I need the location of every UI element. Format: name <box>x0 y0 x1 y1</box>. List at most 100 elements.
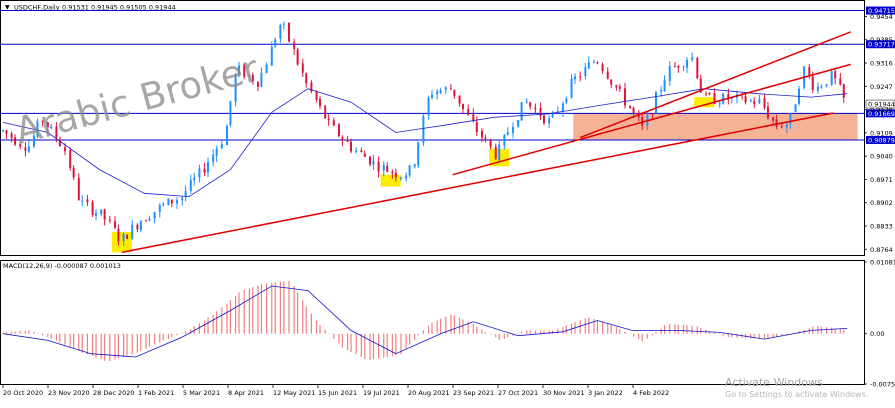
candle-body <box>95 213 98 216</box>
candle-body <box>548 118 551 124</box>
candle-body <box>225 125 228 146</box>
macd-histogram-bar <box>619 329 621 334</box>
macd-histogram-bar <box>484 331 487 334</box>
macd-histogram-bar <box>674 324 676 334</box>
candle-body <box>372 160 375 165</box>
macd-histogram-bar <box>615 326 617 334</box>
macd-histogram-bar <box>42 333 44 336</box>
candle-body <box>794 104 797 112</box>
candle-body <box>789 113 792 124</box>
macd-histogram-bar <box>529 330 531 334</box>
candle-body <box>651 113 654 115</box>
macd-histogram-bar <box>50 333 52 339</box>
candle-body <box>386 166 389 172</box>
macd-histogram-bar <box>193 326 195 334</box>
macd-histogram-bar <box>288 280 290 334</box>
candle-body <box>170 199 173 204</box>
macd-histogram-bar <box>86 333 89 355</box>
macd-histogram-bar <box>543 330 545 334</box>
candle-body <box>699 78 702 93</box>
candle-body <box>422 116 425 143</box>
macd-histogram-bar <box>708 331 710 334</box>
macd-histogram-bar <box>117 333 120 359</box>
macd-pane <box>0 260 865 385</box>
candle-body <box>506 132 509 135</box>
price-tick-label: 0.8902 <box>870 199 893 207</box>
activate-windows-title: Activate Windows <box>725 376 823 389</box>
macd-histogram-bar <box>503 333 505 339</box>
macd-histogram-bar <box>534 330 536 334</box>
candle-body <box>592 62 595 64</box>
candle-body <box>100 209 103 214</box>
candle-body <box>758 99 761 104</box>
candle-body <box>458 95 461 104</box>
macd-histogram-bar <box>36 333 39 335</box>
macd-histogram-bar <box>498 333 500 340</box>
macd-histogram-bar <box>346 333 349 350</box>
candle-body <box>453 89 456 97</box>
candle-body <box>193 177 196 180</box>
candle-body <box>629 105 632 109</box>
date-tick-label: 15 Jun 2021 <box>318 389 357 397</box>
macd-histogram-bar <box>297 292 299 334</box>
date-tick-label: 12 May 2021 <box>273 389 315 397</box>
macd-histogram-bar <box>14 331 16 334</box>
candle-body <box>542 115 545 124</box>
candle-body <box>399 177 402 179</box>
macd-histogram-bar <box>5 332 8 334</box>
candle-body <box>431 94 433 98</box>
macd-histogram-bar <box>436 320 438 334</box>
macd-histogram-bar <box>216 311 218 334</box>
level-price-label: 0.94715 <box>868 7 895 15</box>
date-tick-label: 20 Oct 2020 <box>3 389 43 397</box>
macd-histogram-bar <box>310 313 312 334</box>
candle-body <box>260 72 263 87</box>
candle-body <box>673 66 676 68</box>
macd-histogram-bar <box>260 284 263 334</box>
candle-body <box>517 120 520 127</box>
date-tick-label: 4 Feb 2022 <box>633 389 669 397</box>
candle-body <box>274 39 277 47</box>
macd-pane-border <box>0 260 865 385</box>
macd-histogram-bar <box>350 333 352 353</box>
candle-body <box>350 141 353 152</box>
candle-body <box>816 86 819 91</box>
candle-body <box>337 124 340 137</box>
macd-histogram-bar <box>73 333 75 349</box>
macd-histogram-bar <box>372 333 375 360</box>
candle-body <box>405 175 408 179</box>
macd-histogram-bar <box>763 333 766 339</box>
candle-body <box>587 62 590 69</box>
candle-body <box>606 71 609 79</box>
candle-body <box>145 220 147 222</box>
candle-body <box>86 199 89 203</box>
date-tick-label: 1 Feb 2021 <box>138 389 174 397</box>
macd-histogram-bar <box>159 333 161 343</box>
candle-body <box>775 119 778 127</box>
candle-body <box>749 100 752 102</box>
macd-histogram-bar <box>341 333 344 348</box>
candle-body <box>184 191 187 198</box>
menu-arrow-icon[interactable]: ▼ <box>5 4 10 11</box>
macd-histogram-bar <box>565 325 567 334</box>
macd-histogram-bar <box>28 330 30 334</box>
candle-body <box>131 224 134 239</box>
level-price-tag <box>866 109 895 118</box>
candle-body <box>391 171 394 173</box>
macd-histogram-bar <box>517 333 519 335</box>
macd-histogram-bar <box>283 281 285 334</box>
candle-body <box>368 156 371 165</box>
macd-histogram-bar <box>539 330 542 334</box>
macd-histogram-bar <box>422 330 424 334</box>
candle-body <box>33 135 36 147</box>
candle-body <box>623 88 626 106</box>
macd-histogram-bar <box>467 321 469 334</box>
macd-histogram-bar <box>557 328 559 334</box>
candle-body <box>243 64 246 77</box>
macd-histogram-bar <box>453 315 455 334</box>
candle-body <box>727 93 730 100</box>
candle-body <box>534 107 537 110</box>
candle-body <box>212 154 215 163</box>
macd-histogram-bar <box>753 333 755 339</box>
